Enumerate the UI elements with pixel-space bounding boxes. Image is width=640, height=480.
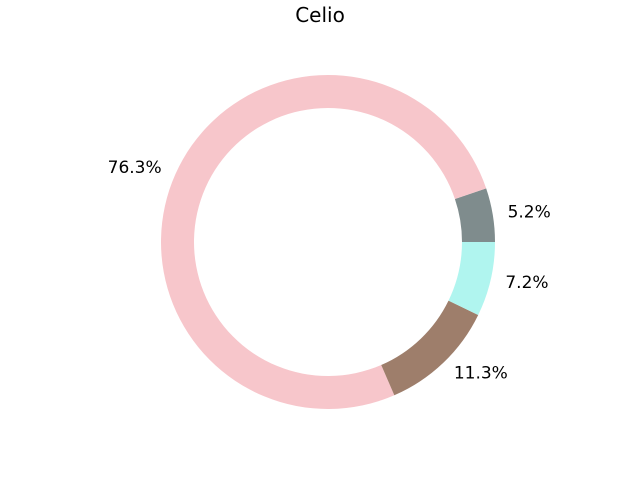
donut-slice-0 (454, 188, 496, 242)
donut-slice-3 (448, 242, 495, 315)
slice-label-2: 11.3% (454, 363, 508, 383)
chart-title: Celio (295, 3, 345, 27)
slice-label-3: 7.2% (505, 273, 548, 293)
donut-slice-2 (381, 300, 479, 396)
slice-label-1: 76.3% (108, 158, 162, 178)
labels-layer: 5.2% 76.3% 11.3% 7.2% (108, 158, 551, 383)
slice-label-0: 5.2% (508, 202, 551, 222)
slices-layer (161, 75, 496, 410)
